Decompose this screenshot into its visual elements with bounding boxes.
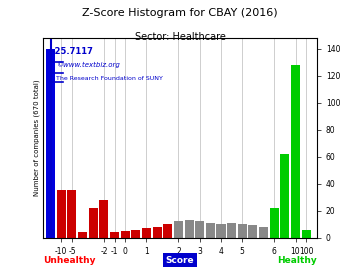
Bar: [121, 231, 130, 238]
Bar: [57, 190, 66, 238]
Bar: [302, 230, 311, 238]
Text: Score: Score: [166, 256, 194, 265]
Bar: [259, 227, 268, 238]
Bar: [238, 224, 247, 238]
Bar: [185, 220, 194, 238]
Bar: [206, 223, 215, 238]
Bar: [291, 65, 300, 238]
Text: -25.7117: -25.7117: [52, 47, 94, 56]
Bar: [67, 190, 76, 238]
Bar: [46, 49, 55, 238]
Bar: [142, 228, 151, 238]
Bar: [216, 224, 225, 238]
Bar: [280, 154, 289, 238]
Bar: [248, 225, 257, 238]
Text: Healthy: Healthy: [277, 256, 317, 265]
Bar: [153, 227, 162, 238]
Text: Sector: Healthcare: Sector: Healthcare: [135, 32, 225, 42]
Text: The Research Foundation of SUNY: The Research Foundation of SUNY: [56, 76, 163, 81]
Text: Unhealthy: Unhealthy: [43, 256, 96, 265]
Bar: [195, 221, 204, 238]
Text: ©www.textbiz.org: ©www.textbiz.org: [56, 62, 120, 69]
Bar: [270, 208, 279, 238]
Y-axis label: Number of companies (670 total): Number of companies (670 total): [34, 79, 40, 196]
Bar: [78, 232, 87, 238]
Bar: [174, 221, 183, 238]
Bar: [227, 223, 236, 238]
Text: Z-Score Histogram for CBAY (2016): Z-Score Histogram for CBAY (2016): [82, 8, 278, 18]
Bar: [163, 224, 172, 238]
Bar: [89, 208, 98, 238]
Bar: [110, 232, 119, 238]
Bar: [99, 200, 108, 238]
Bar: [131, 230, 140, 238]
